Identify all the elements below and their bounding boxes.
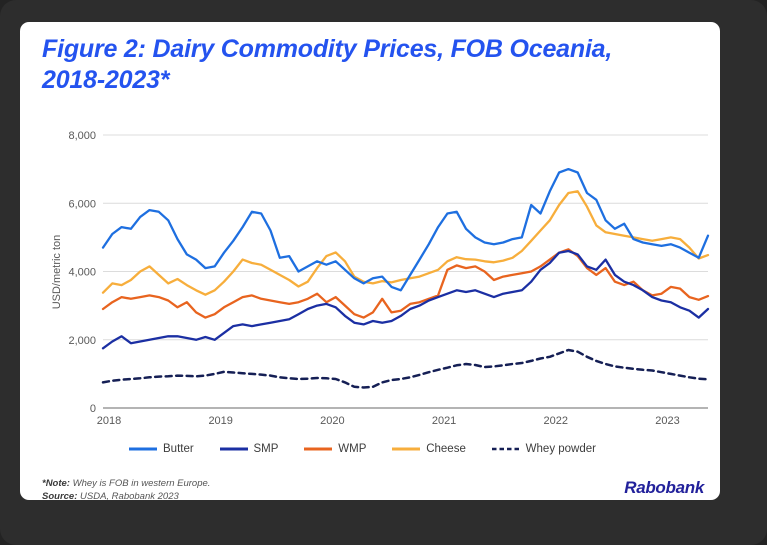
legend-swatch	[491, 447, 520, 451]
footnote-note-text: Whey is FOB in western Europe.	[69, 478, 211, 489]
series-line-cheese	[101, 190, 710, 296]
rabobank-logo: Rabobank	[624, 478, 704, 497]
figure-title: Figure 2: Dairy Commodity Prices, FOB Oc…	[42, 35, 613, 94]
legend-item-butter: Butter	[128, 443, 194, 455]
chart-svg: 0 2,000 4,000 6,000 8,000 2018 2019 2020 2021 202…	[68, 130, 710, 427]
y-tick-label: 6,000	[68, 198, 96, 210]
figure-card: Figure 2: Dairy Commodity Prices, FOB Oc…	[20, 22, 720, 500]
x-tick-label: 2023	[655, 415, 679, 427]
y-tick-label: 0	[90, 403, 96, 415]
figure-footnote: *Note: Whey is FOB in western Europe. So…	[42, 477, 210, 500]
legend-item-smp: SMP	[219, 443, 279, 455]
legend-item-cheese: Cheese	[391, 443, 466, 455]
footnote-source-line: Source: USDA, Rabobank 2023	[42, 490, 210, 500]
x-tick-label: 2021	[432, 415, 456, 427]
footnote-note-label: *Note:	[42, 478, 70, 489]
legend-swatch	[129, 447, 157, 451]
footnote-source-text: USDA, Rabobank 2023	[77, 491, 179, 500]
x-tick-label: 2018	[97, 415, 121, 427]
series-line-smp	[101, 249, 710, 350]
legend-swatch	[304, 447, 333, 451]
legend-label: Cheese	[426, 443, 466, 455]
y-tick-label: 8,000	[68, 130, 96, 142]
footnote-source-label: Source:	[42, 491, 78, 500]
y-tick-label: 4,000	[68, 267, 96, 279]
chart-legend: Butter SMP WMP Cheese Whey powder	[128, 443, 596, 455]
x-tick-label: 2019	[208, 415, 232, 427]
x-tick-label: 2020	[320, 415, 344, 427]
footnote-note-line: *Note: Whey is FOB in western Europe.	[42, 477, 210, 490]
series-line-wmp	[101, 248, 710, 319]
legend-label: Butter	[163, 443, 194, 455]
legend-label: SMP	[253, 443, 279, 455]
legend-swatch	[392, 447, 421, 451]
legend-item-whey-powder: Whey powder	[491, 443, 596, 455]
y-tick-label: 2,000	[68, 335, 96, 347]
series-line-whey-powder	[101, 348, 710, 389]
legend-item-wmp: WMP	[303, 443, 366, 455]
x-tick-label: 2022	[544, 415, 568, 427]
series-line-butter	[101, 167, 710, 292]
legend-swatch	[219, 447, 248, 451]
legend-label: WMP	[338, 443, 367, 455]
legend-label: Whey powder	[525, 443, 596, 455]
